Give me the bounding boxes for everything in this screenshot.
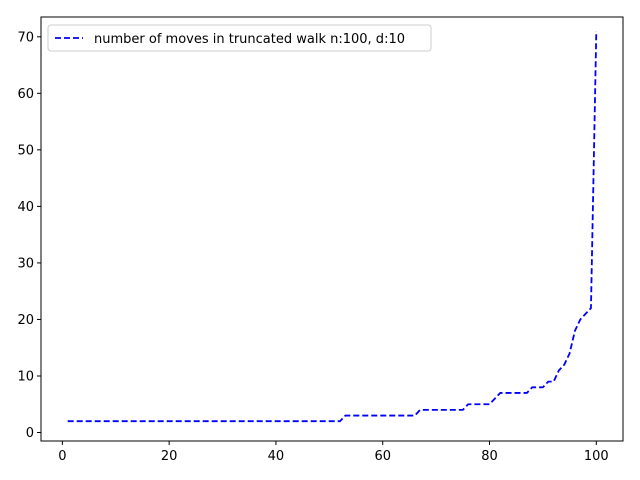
y-tick-label: 0 — [26, 426, 34, 441]
x-tick-label: 40 — [268, 449, 285, 464]
y-tick-label: 40 — [17, 200, 34, 215]
axes-frame — [40, 16, 624, 442]
x-axis: 0 20 40 60 80 100 — [58, 441, 609, 464]
y-tick-label: 20 — [17, 313, 34, 328]
y-tick-label: 50 — [17, 143, 34, 158]
x-tick-label: 0 — [58, 449, 66, 464]
y-tick-label: 30 — [17, 256, 34, 271]
y-tick-label: 10 — [17, 369, 34, 384]
x-tick-label: 100 — [584, 449, 609, 464]
y-axis: 0 10 20 30 40 50 60 70 — [17, 30, 41, 441]
legend-box — [47, 24, 432, 52]
x-tick-label: 60 — [374, 449, 391, 464]
x-tick-label: 80 — [481, 449, 498, 464]
y-tick-label: 60 — [17, 87, 34, 102]
legend-label: number of moves in truncated walk n:100,… — [94, 32, 405, 47]
x-tick-label: 20 — [161, 449, 178, 464]
series-layer — [67, 31, 598, 423]
series-line — [67, 31, 598, 423]
y-tick-label: 70 — [17, 30, 34, 45]
legend: number of moves in truncated walk n:100,… — [47, 24, 432, 52]
